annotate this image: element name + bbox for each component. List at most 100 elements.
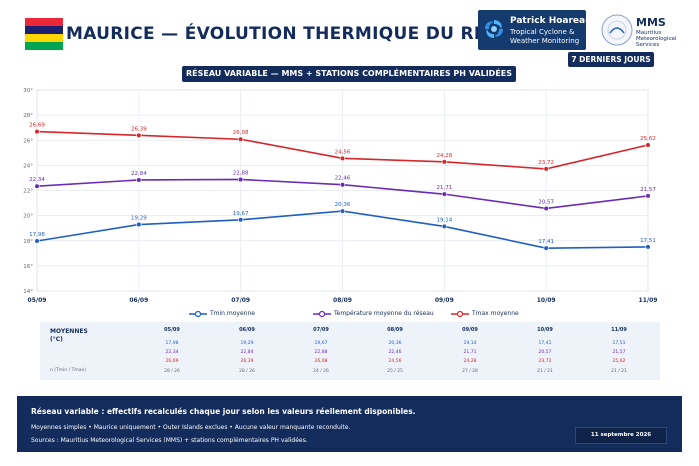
mms-logo: MMS Mauritius Meteorological Services <box>598 10 686 50</box>
footer-headline: Réseau variable : effectifs recalculés c… <box>31 407 416 416</box>
table-cell-tmax: 23,72 <box>538 359 552 364</box>
ph-logo-name: Patrick Hoareau <box>510 16 592 26</box>
table-cell-tavg: 22,46 <box>388 350 402 355</box>
mms-logo-sub2: Meteorological <box>636 36 677 42</box>
data-label-tavg: 21,71 <box>436 185 452 191</box>
table-cell-columns: 11/09 <box>611 327 627 333</box>
data-label-tmin: 20,36 <box>335 202 351 208</box>
y-tick-label: 14° <box>23 289 33 295</box>
table-cell-tmin: 20,36 <box>388 341 402 346</box>
legend-marker-tmin <box>189 310 207 318</box>
data-label-tavg: 20,57 <box>538 199 554 205</box>
table-cell-tmax: 26,39 <box>240 359 254 364</box>
data-label-tavg: 22,84 <box>131 171 147 177</box>
flag-stripe-blue <box>25 26 63 34</box>
legend-label-tavg: Température moyenne du réseau <box>334 310 434 317</box>
table-cell-tmax: 26,08 <box>314 359 328 364</box>
table-cell-columns: 10/09 <box>537 327 553 333</box>
data-label-tavg: 22,46 <box>335 176 351 182</box>
data-label-tmax: 26,69 <box>29 123 45 129</box>
data-point-tmin <box>645 244 651 250</box>
mauritius-flag-icon <box>25 18 63 50</box>
data-point-tmin <box>136 221 142 228</box>
table-cell-tmax: 26,69 <box>165 359 179 364</box>
temperature-line-chart: 14° 16° 18° 20° 22° 24° 26° 28° 30° 05/09 06/09 07/… <box>23 88 657 304</box>
data-point-tavg <box>543 205 549 212</box>
mms-logo-sub: Mauritius Meteorological Services <box>636 30 686 48</box>
data-point-tmax <box>339 155 346 161</box>
flag-stripe-yellow <box>25 34 63 42</box>
y-tick-label: 18° <box>23 239 33 245</box>
data-point-tmin <box>339 208 346 214</box>
table-cell-columns: 06/09 <box>239 327 255 333</box>
y-tick-label: 24° <box>23 163 33 169</box>
table-cell-counts: 27 / 28 <box>462 369 478 374</box>
table-cell-tavg: 21,71 <box>463 350 477 355</box>
flag-stripe-green <box>25 42 63 50</box>
table-cell-tavg: 21,57 <box>612 350 626 355</box>
data-point-tavg <box>645 193 651 199</box>
table-cell-counts: 21 / 21 <box>537 369 553 374</box>
table-cell-columns: 05/09 <box>164 327 180 333</box>
mms-logo-name: MMS <box>636 16 666 29</box>
data-point-tavg <box>339 182 346 188</box>
footer-panel: Réseau variable : effectifs recalculés c… <box>17 396 682 452</box>
table-cell-counts: 21 / 21 <box>611 369 627 374</box>
data-label-tavg: 21,57 <box>640 187 656 193</box>
table-cell-tmin: 17,41 <box>538 341 552 346</box>
ph-logo-line3: Weather Monitoring <box>510 37 580 45</box>
table-cell-tavg: 20,57 <box>538 350 552 355</box>
table-cell-tmax: 25,62 <box>612 359 626 364</box>
data-label-tavg: 22,34 <box>29 177 45 183</box>
data-point-tmin <box>34 238 40 244</box>
table-count-label: n (Tmin / Tmax) <box>50 368 86 373</box>
data-label-tmax: 23,72 <box>538 160 554 166</box>
data-label-tmax: 24,56 <box>335 149 351 155</box>
table-cell-tmax: 24,56 <box>388 359 402 364</box>
table-cell-columns: 07/09 <box>313 327 329 333</box>
y-tick-label: 30° <box>23 88 33 94</box>
ph-logo: Patrick Hoareau Tropical Cyclone & Weath… <box>478 10 592 50</box>
table-cell-tavg: 22,88 <box>314 350 328 355</box>
table-cell-tmin: 19,67 <box>314 341 328 346</box>
mms-seal-icon <box>601 14 633 46</box>
data-point-tmax <box>238 136 244 142</box>
table-cell-counts: 25 / 25 <box>387 369 403 374</box>
ph-logo-line2: Tropical Cyclone & <box>510 28 575 36</box>
data-label-tmax: 26,39 <box>131 126 147 132</box>
x-tick-label: 06/09 <box>129 297 148 304</box>
data-point-tavg <box>34 183 40 189</box>
table-cell-counts: 28 / 26 <box>239 369 255 374</box>
data-point-tmax <box>34 128 40 135</box>
table-cell-tmin: 19,29 <box>240 341 254 346</box>
table-cell-tmin: 19,14 <box>463 341 477 346</box>
data-point-tavg <box>238 176 244 183</box>
data-label-tmax: 24,28 <box>436 153 452 159</box>
data-label-tmin: 19,29 <box>131 216 147 222</box>
footer-date: 11 septembre 2026 <box>575 427 667 444</box>
mms-logo-sub3: Services <box>636 42 660 48</box>
averages-table: MOYENNES (°C) n (Tmin / Tmax) 05/09 06/09… <box>40 322 660 380</box>
data-label-tmin: 17,41 <box>538 239 554 245</box>
footer-method-note: Moyennes simples • Maurice uniquement • … <box>31 424 351 431</box>
y-tick-label: 22° <box>23 189 33 195</box>
data-point-tavg <box>136 177 142 183</box>
table-title: MOYENNES <box>50 328 88 335</box>
legend-marker-tavg <box>313 310 331 318</box>
mms-logo-sub1: Mauritius <box>636 30 662 36</box>
table-cell-columns: 09/09 <box>462 327 478 333</box>
table-cell-tmin: 17,51 <box>612 341 626 346</box>
y-tick-label: 26° <box>23 138 33 144</box>
x-tick-label: 07/09 <box>231 297 250 304</box>
x-tick-label: 05/09 <box>28 297 47 304</box>
flag-stripe-red <box>25 18 63 26</box>
cyclone-icon <box>485 20 503 38</box>
data-label-tmin: 19,14 <box>436 217 452 223</box>
x-tick-label: 09/09 <box>435 297 454 304</box>
legend-label-tmax: Tmax moyenne <box>472 310 519 317</box>
table-cell-tavg: 22,34 <box>165 350 179 355</box>
data-label-tavg: 22,88 <box>233 170 249 176</box>
table-cell-counts: 28 / 26 <box>164 369 180 374</box>
data-label-tmin: 19,67 <box>233 211 249 217</box>
period-badge: 7 DERNIERS JOURS <box>568 52 654 67</box>
